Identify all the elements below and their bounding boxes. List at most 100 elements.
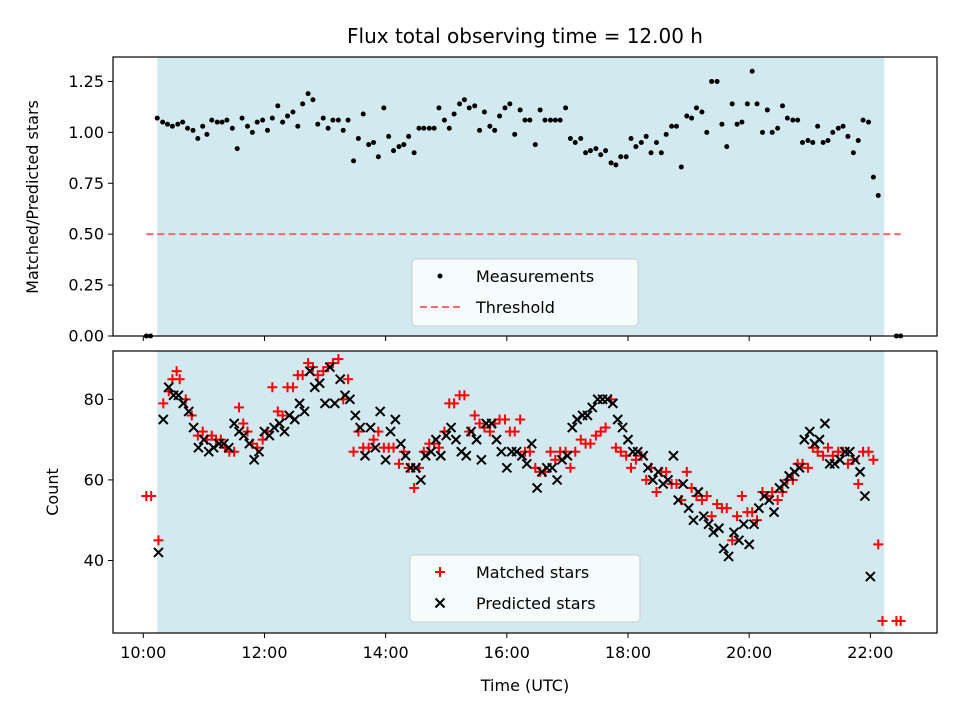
predicted-star-point bbox=[173, 390, 184, 401]
matched-star-point bbox=[863, 446, 874, 457]
x-stroke-b bbox=[461, 450, 472, 461]
top-y-tick-label: 1.00 bbox=[68, 123, 104, 142]
x-stroke-b bbox=[819, 418, 831, 429]
measurement-point bbox=[618, 154, 624, 160]
matched-star-point bbox=[500, 414, 511, 425]
x-stroke-b bbox=[476, 454, 487, 465]
measurement-point bbox=[265, 127, 270, 133]
measurement-point bbox=[245, 123, 251, 129]
x-stroke-b bbox=[294, 398, 305, 409]
matched-star-point bbox=[727, 535, 738, 546]
measurement-point bbox=[663, 131, 669, 137]
matched-star-point bbox=[565, 462, 576, 473]
x-stroke-b bbox=[465, 426, 477, 437]
x-stroke-b bbox=[799, 434, 810, 445]
predicted-star-point bbox=[688, 514, 699, 526]
predicted-star-point bbox=[612, 414, 623, 425]
measurement-point bbox=[396, 144, 402, 150]
measurement-point bbox=[160, 119, 166, 125]
measurement-point bbox=[729, 101, 735, 107]
x-stroke-b bbox=[486, 418, 497, 429]
x-stroke-b bbox=[279, 426, 290, 437]
predicted-star-point bbox=[748, 519, 760, 530]
predicted-star-point bbox=[441, 430, 452, 441]
x-stroke-b bbox=[834, 454, 846, 465]
bottom-x-tick-label: 18:00 bbox=[605, 643, 651, 662]
predicted-star-point bbox=[854, 466, 866, 478]
x-stroke-b bbox=[284, 410, 295, 421]
x-stroke-b bbox=[370, 442, 381, 453]
measurement-point bbox=[769, 129, 775, 135]
predicted-star-point bbox=[354, 422, 366, 433]
x-stroke-b bbox=[713, 523, 725, 534]
measurement-point bbox=[678, 164, 684, 170]
x-stroke-b bbox=[395, 438, 407, 449]
measurement-point bbox=[375, 154, 381, 160]
predicted-star-point bbox=[299, 406, 310, 417]
matched-star-point bbox=[838, 446, 849, 457]
measurement-point bbox=[749, 68, 755, 74]
x-stroke-b bbox=[501, 462, 513, 474]
predicted-star-point bbox=[865, 571, 876, 582]
predicted-star-point bbox=[198, 434, 210, 445]
x-stroke-b bbox=[602, 394, 613, 405]
predicted-star-point bbox=[274, 418, 285, 429]
measurement-point bbox=[542, 117, 548, 123]
measurement-point bbox=[190, 127, 196, 133]
predicted-star-point bbox=[496, 446, 507, 457]
measurement-point bbox=[391, 148, 397, 154]
legend-x-glyph bbox=[434, 597, 446, 609]
x-stroke-b bbox=[198, 434, 210, 445]
legend-matched-marker bbox=[435, 567, 445, 577]
x-stroke-b bbox=[228, 418, 240, 429]
x-stroke-b bbox=[854, 466, 866, 478]
predicted-star-point bbox=[607, 398, 619, 409]
measurement-point bbox=[623, 154, 629, 160]
measurement-point bbox=[180, 119, 186, 125]
predicted-star-point bbox=[294, 398, 305, 409]
measurement-point bbox=[300, 101, 306, 107]
x-stroke-b bbox=[178, 398, 189, 409]
predicted-star-point bbox=[501, 462, 513, 474]
x-stroke-b bbox=[698, 510, 709, 522]
predicted-star-point bbox=[279, 426, 290, 437]
matched-star-point bbox=[153, 535, 164, 546]
measurement-point bbox=[790, 117, 796, 123]
measurement-point bbox=[578, 135, 584, 141]
top-axes-frame bbox=[112, 56, 938, 337]
predicted-star-point bbox=[193, 442, 204, 453]
x-stroke-b bbox=[723, 551, 734, 562]
measurement-point bbox=[234, 146, 240, 152]
matched-star-point bbox=[174, 374, 185, 385]
x-stroke-b bbox=[526, 438, 537, 449]
measurement-point bbox=[411, 150, 417, 156]
x-stroke-b bbox=[653, 466, 664, 478]
measurement-point bbox=[487, 123, 493, 129]
measurement-point bbox=[552, 117, 558, 123]
measurement-point bbox=[305, 91, 311, 97]
matched-star-point bbox=[333, 354, 344, 365]
bottom-axes: 40 60 80 10:00 12:00 14:00 16:00 18:00 20:00 22:… bbox=[43, 350, 938, 695]
x-stroke-b bbox=[238, 430, 250, 441]
measurement-point bbox=[209, 117, 215, 123]
measurement-point bbox=[724, 144, 730, 150]
measurement-point bbox=[477, 127, 483, 133]
x-stroke-b bbox=[829, 458, 840, 470]
measurement-point bbox=[451, 111, 457, 117]
x-stroke-b bbox=[779, 478, 790, 490]
predicted-star-point bbox=[779, 478, 790, 490]
x-stroke-b bbox=[445, 422, 457, 433]
bottom-legend-box bbox=[409, 554, 641, 623]
x-stroke-b bbox=[844, 446, 855, 457]
measurement-point bbox=[195, 135, 201, 141]
x-stroke-b bbox=[673, 494, 684, 506]
x-stroke-b bbox=[556, 454, 568, 465]
x-stroke-b bbox=[274, 418, 285, 429]
x-stroke-b bbox=[319, 398, 331, 409]
x-stroke-b bbox=[208, 442, 219, 453]
measurement-point bbox=[835, 125, 841, 131]
measurement-point bbox=[805, 137, 811, 143]
bottom-x-tick-label: 20:00 bbox=[726, 643, 772, 662]
matched-star-point bbox=[873, 539, 884, 550]
x-stroke-b bbox=[662, 474, 674, 486]
